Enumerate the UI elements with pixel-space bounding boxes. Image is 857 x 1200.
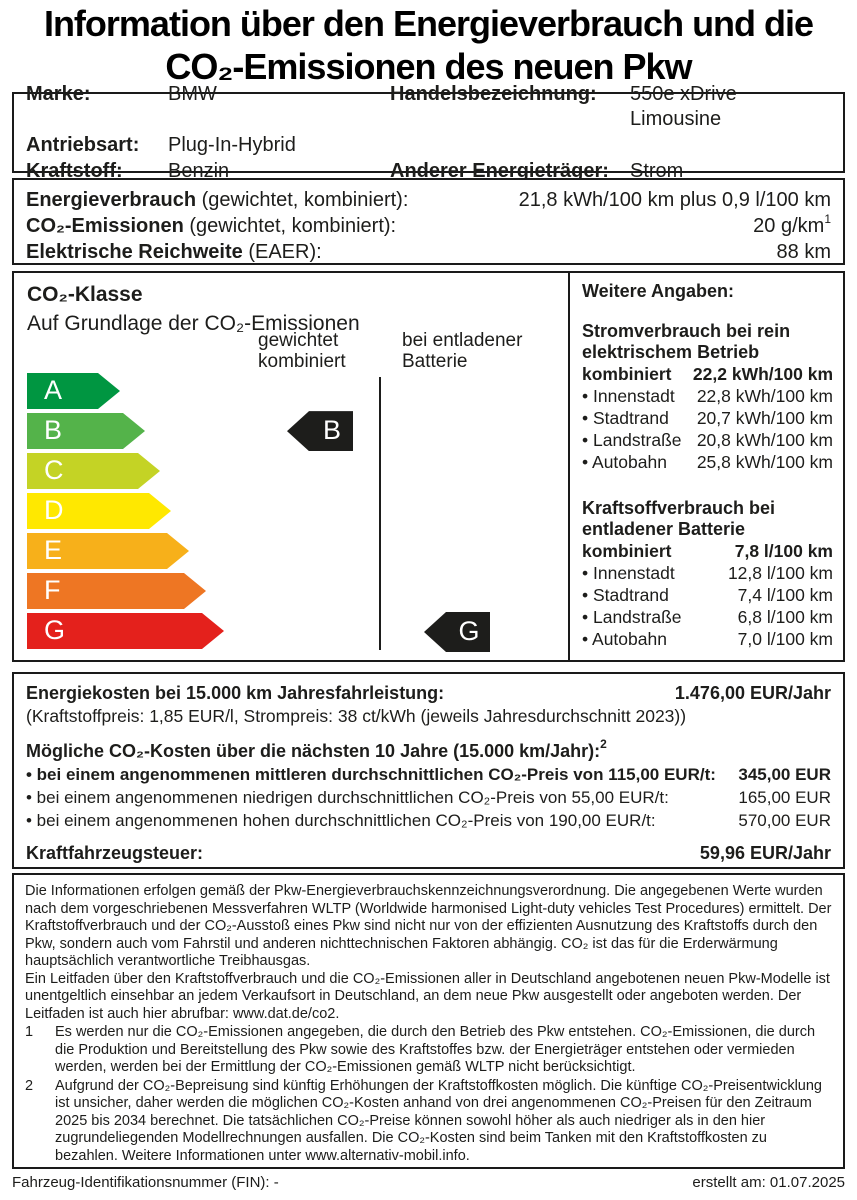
kraftstoff-innenstadt-row: • Innenstadt 12,8 l/100 km: [582, 563, 833, 583]
footnote-1: 1 Es werden nur die CO₂-Emissionen angeg…: [25, 1024, 832, 1077]
page-title-line1: Information über den Energieverbrauch un…: [43, 3, 814, 44]
footnote-2-text: Aufgrund der CO₂-Bepreisung sind künftig…: [55, 1077, 822, 1164]
co2-class-box: CO₂-Klasse Auf Grundlage der CO₂-Emissio…: [12, 271, 845, 662]
class-arrow-A: A: [27, 373, 120, 409]
energieverbrauch-row: Energieverbrauch (gewichtet, kombiniert)…: [26, 188, 831, 212]
weighted-class-marker: B: [287, 411, 353, 452]
footnote-2: 2 Aufgrund der CO₂-Bepreisung sind künft…: [25, 1078, 832, 1166]
fin-text: Fahrzeug-Identifikationsnummer (FIN): -: [12, 1174, 279, 1191]
class-arrow-G: G: [27, 613, 224, 649]
strom-landstrasse-row: • Landstraße 20,8 kWh/100 km: [582, 430, 833, 450]
kraftstoff-value: Benzin: [168, 159, 230, 182]
depleted-battery-class-letter: G: [458, 616, 480, 647]
legal-paragraph-2: Ein Leitfaden über den Kraftstoffverbrau…: [25, 970, 830, 1022]
co2-kosten-niedrig-row: • bei einem angenommenen niedrigen durch…: [26, 788, 831, 807]
kraftfahrzeugsteuer-row: Kraftfahrzeugsteuer: 59,96 EUR/Jahr: [26, 843, 831, 863]
anderer-energietraeger-label: Anderer Energieträger:: [390, 159, 609, 182]
reichweite-label: Elektrische Reichweite (EAER):: [26, 241, 322, 263]
marke-label: Marke:: [26, 82, 91, 105]
handelsbezeichnung-value: 550e xDrive Limousine: [630, 82, 737, 130]
antriebsart-label: Antriebsart:: [26, 133, 140, 156]
energiekosten-row: Energiekosten bei 15.000 km Jahresfahrle…: [26, 683, 831, 703]
footnote1-marker: 1: [824, 212, 831, 226]
class-arrow-letter-F: F: [44, 575, 61, 605]
legal-paragraph-1: Die Informationen erfolgen gemäß der Pkw…: [25, 883, 832, 969]
column-divider-line: [379, 377, 381, 650]
vehicle-info-box: Marke: BMW Handelsbezeichnung: 550e xDri…: [12, 83, 845, 182]
co2-class-heading: CO₂-Klasse: [27, 283, 143, 306]
weighted-combined-column-header: gewichtet kombiniert: [258, 330, 346, 372]
reichweite-value: 88 km: [776, 241, 831, 263]
footnote-1-text: Es werden nur die CO₂-Emissionen angegeb…: [55, 1024, 816, 1075]
handelsbezeichnung-label: Handelsbezeichnung:: [390, 82, 597, 105]
co2-kosten-heading: Mögliche CO₂-Kosten über die nächsten 10…: [26, 737, 607, 761]
page-title: Information über den Energieverbrauch un…: [0, 2, 857, 88]
class-arrow-letter-E: E: [44, 535, 63, 565]
document-footer: Fahrzeug-Identifikationsnummer (FIN): - …: [12, 1174, 845, 1191]
weighted-class-letter: B: [322, 415, 341, 446]
class-arrow-letter-A: A: [44, 375, 63, 405]
strom-innenstadt-row: • Innenstadt 22,8 kWh/100 km: [582, 386, 833, 406]
footnote-2-number: 2: [25, 1077, 34, 1094]
anderer-energietraeger-value: Strom: [630, 159, 684, 182]
kraftstoff-label: Kraftstoff:: [26, 159, 123, 182]
weitere-angaben-panel: Weitere Angaben: Stromverbrauch bei rein…: [568, 273, 843, 660]
kraftstoff-kombiniert-row: kombiniert 7,8 l/100 km: [582, 541, 833, 561]
energieverbrauch-label: Energieverbrauch (gewichtet, kombiniert)…: [26, 189, 409, 211]
weitere-angaben-heading: Weitere Angaben:: [582, 281, 735, 301]
class-arrow-E: E: [27, 533, 189, 569]
kraftstoff-stadtrand-row: • Stadtrand 7,4 l/100 km: [582, 585, 833, 605]
strom-kombiniert-row: kombiniert 22,2 kWh/100 km: [582, 364, 833, 384]
class-arrow-letter-D: D: [44, 495, 64, 525]
created-date: erstellt am: 01.07.2025: [692, 1174, 845, 1191]
reichweite-row: Elektrische Reichweite (EAER): 88 km: [26, 240, 831, 264]
strom-autobahn-row: • Autobahn 25,8 kWh/100 km: [582, 452, 833, 472]
legal-text-box: Die Informationen erfolgen gemäß der Pkw…: [12, 873, 845, 1169]
costs-box: Energiekosten bei 15.000 km Jahresfahrle…: [12, 672, 845, 869]
footnote2-marker: 2: [600, 737, 607, 751]
co2-kosten-hoch-row: • bei einem angenommenen hohen durchschn…: [26, 811, 831, 830]
co2-kosten-mittel-row: • bei einem angenommenen mittleren durch…: [26, 765, 831, 784]
marke-value: BMW: [168, 82, 217, 105]
class-arrow-D: D: [27, 493, 171, 529]
kraftstoffverbrauch-section: Kraftsoffverbrauch bei entladener Batter…: [582, 498, 833, 649]
class-arrow-B: B: [27, 413, 145, 449]
class-arrow-letter-G: G: [44, 615, 66, 645]
depleted-battery-column-header: bei entladener Batterie: [402, 330, 523, 372]
stromverbrauch-section: Stromverbrauch bei rein elektrischem Bet…: [582, 321, 833, 472]
consumption-box: Energieverbrauch (gewichtet, kombiniert)…: [12, 178, 845, 265]
page-title-line2: CO₂-Emissionen des neuen Pkw: [165, 46, 692, 87]
class-arrow-F: F: [27, 573, 206, 609]
class-arrow-letter-B: B: [44, 415, 63, 445]
class-arrow-C: C: [27, 453, 160, 489]
antriebsart-value: Plug-In-Hybrid: [168, 133, 296, 156]
co2-emissionen-value: 20 g/km1: [753, 212, 831, 237]
kraftstoff-landstrasse-row: • Landstraße 6,8 l/100 km: [582, 607, 833, 627]
class-arrow-letter-C: C: [44, 455, 64, 485]
footnote-1-number: 1: [25, 1024, 34, 1040]
strom-stadtrand-row: • Stadtrand 20,7 kWh/100 km: [582, 408, 833, 428]
depleted-battery-class-marker: G: [424, 612, 490, 653]
co2-class-subheading: Auf Grundlage der CO₂-Emissionen: [27, 312, 360, 335]
co2-emissionen-row: CO₂-Emissionen (gewichtet, kombiniert): …: [26, 212, 831, 238]
co2-emissionen-label: CO₂-Emissionen (gewichtet, kombiniert):: [26, 215, 397, 237]
kraftstoff-autobahn-row: • Autobahn 7,0 l/100 km: [582, 629, 833, 649]
energieverbrauch-value: 21,8 kWh/100 km plus 0,9 l/100 km: [518, 189, 831, 211]
price-note: (Kraftstoffpreis: 1,85 EUR/l, Strompreis…: [26, 706, 687, 726]
